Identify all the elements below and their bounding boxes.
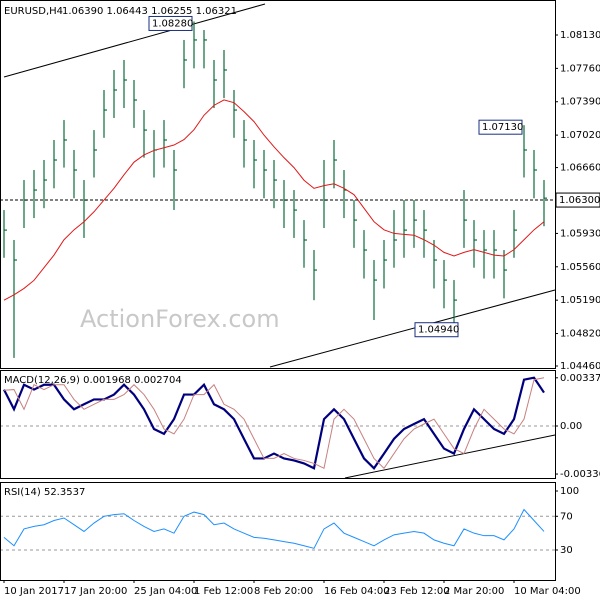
x-tick-label: 17 Jan 20:00 xyxy=(64,586,127,597)
rsi-title: RSI(14) 52.3537 xyxy=(4,487,85,498)
x-tick-label: 1 Feb 12:00 xyxy=(194,586,253,597)
panel-frame xyxy=(0,0,556,369)
y-tick-label: 0.00 xyxy=(560,421,582,432)
y-tick-label: 30 xyxy=(560,545,573,556)
indicator-line xyxy=(3,376,545,470)
y-tick-label: 1.07390 xyxy=(560,97,600,108)
y-tick-label: 0.003374 xyxy=(560,373,600,384)
moving-average xyxy=(3,99,545,301)
annotation-label: 1.07130 xyxy=(482,122,523,133)
price-header: 1.06390 1.06443 1.06255 1.06321 xyxy=(62,6,237,17)
y-tick-label: 1.07020 xyxy=(560,130,600,141)
indicator-line xyxy=(3,377,545,470)
level-label: 1.06300 xyxy=(559,195,600,206)
chart-title: EURUSD,H4 xyxy=(4,6,63,17)
y-tick-label: 70 xyxy=(560,511,573,522)
x-tick-label: 10 Mar 04:00 xyxy=(514,586,581,597)
annotation-label: 1.04940 xyxy=(418,325,459,336)
x-tick-label: 23 Feb 12:00 xyxy=(384,586,450,597)
panel-frame xyxy=(0,482,556,581)
y-tick-label: 1.06660 xyxy=(560,163,600,174)
channel-lower xyxy=(269,289,556,368)
x-tick-label: 10 Jan 2017 xyxy=(4,586,64,597)
channel-upper xyxy=(3,3,266,78)
y-tick-label: 1.04820 xyxy=(560,329,600,340)
y-tick-label: 100 xyxy=(560,486,579,497)
panel-frame xyxy=(0,370,556,479)
x-tick-label: 16 Feb 04:00 xyxy=(324,586,390,597)
macd-title: MACD(12,26,9) 0.001968 0.002704 xyxy=(4,375,182,386)
annotation-label: 1.08280 xyxy=(152,18,193,29)
y-tick-label: 1.04460 xyxy=(560,361,600,372)
y-tick-label: 1.05560 xyxy=(560,262,600,273)
y-tick-label: 1.08130 xyxy=(560,30,600,41)
x-tick-label: 25 Jan 04:00 xyxy=(134,586,197,597)
y-tick-label: 1.05190 xyxy=(560,295,600,306)
indicator-line xyxy=(3,508,545,549)
x-tick-label: 8 Feb 20:00 xyxy=(254,586,313,597)
annotation-box xyxy=(478,119,523,135)
x-tick-label: 2 Mar 20:00 xyxy=(444,586,504,597)
y-tick-label: 1.05930 xyxy=(560,228,600,239)
y-tick-label: 1.07760 xyxy=(560,63,600,74)
macd-trendline xyxy=(344,434,556,479)
watermark: ActionForex.com xyxy=(80,305,280,333)
y-tick-label: -0.003363 xyxy=(560,469,600,480)
annotation-box xyxy=(148,15,193,31)
annotation-box xyxy=(414,322,459,338)
